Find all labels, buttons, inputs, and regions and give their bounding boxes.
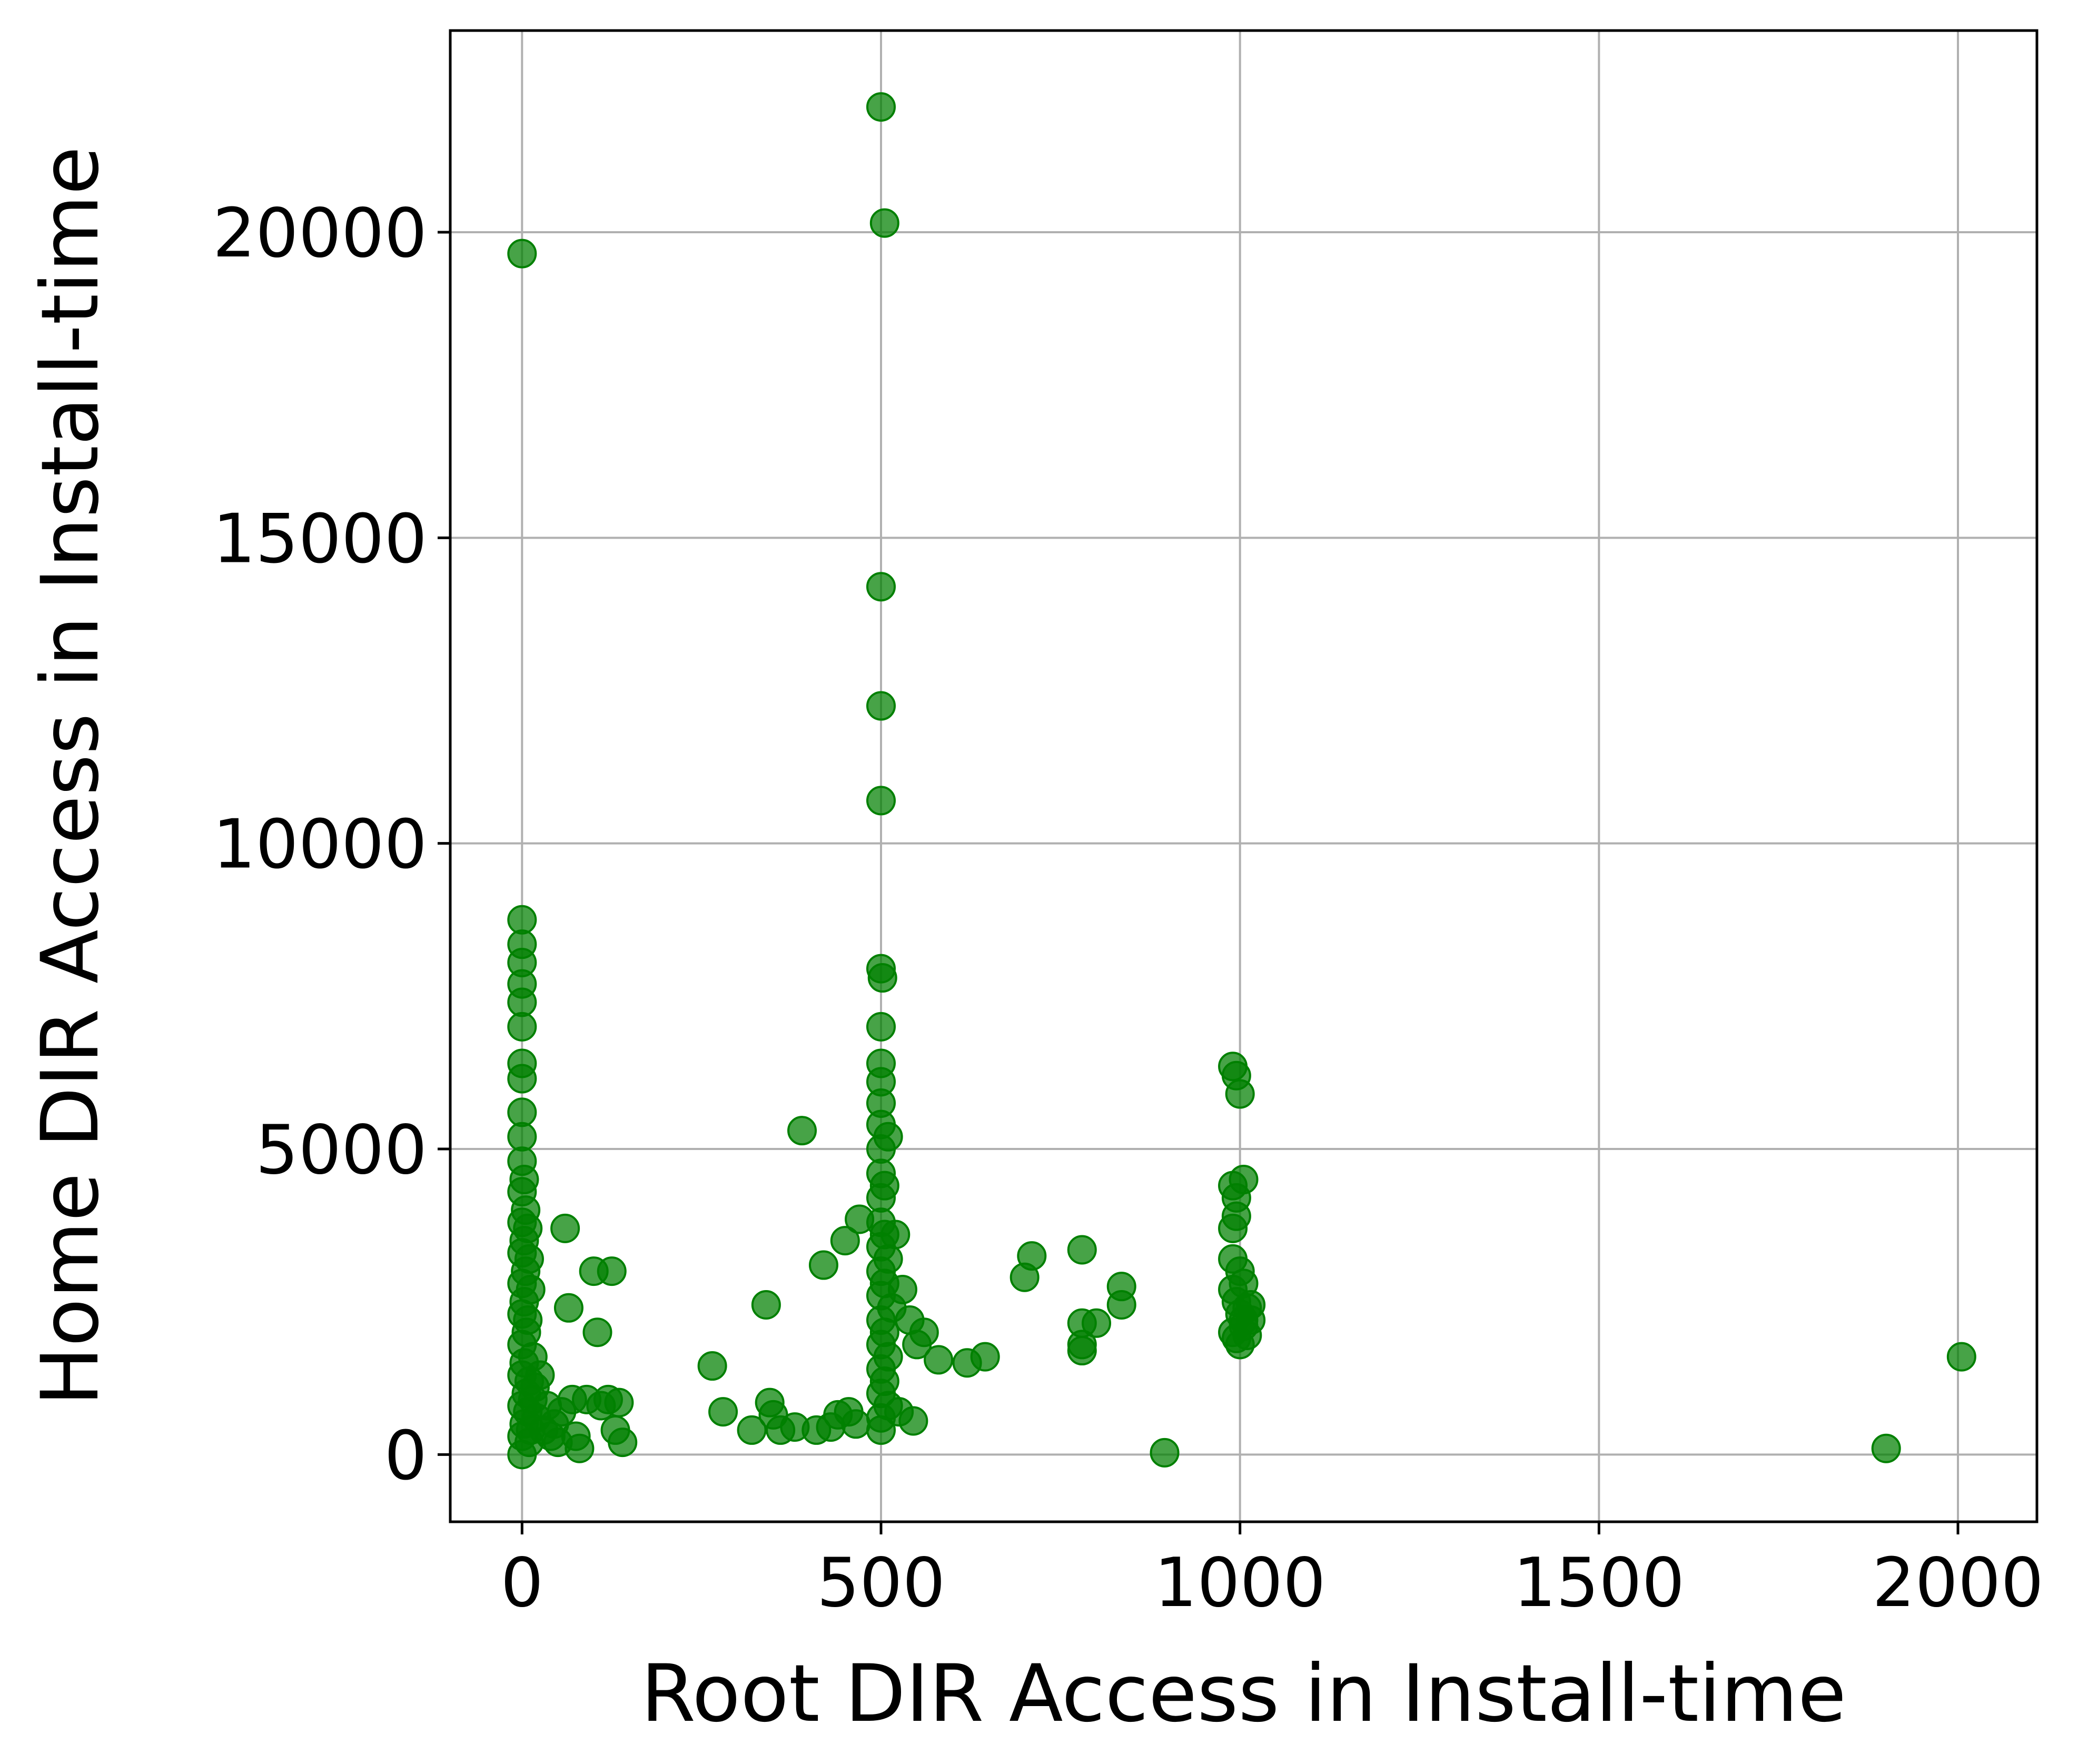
- scatter-point: [507, 905, 537, 935]
- scatter-point: [869, 1317, 899, 1347]
- scatter-point: [869, 208, 899, 238]
- scatter-point: [866, 572, 896, 602]
- scatter-point: [866, 92, 896, 122]
- scatter-point: [604, 1388, 634, 1418]
- scatter-point: [507, 1064, 537, 1094]
- scatter-point: [830, 1226, 860, 1256]
- scatter-point: [565, 1433, 595, 1463]
- y-tick-label: 0: [384, 1416, 427, 1495]
- y-tick-label: 5000: [255, 1111, 427, 1190]
- scatter-point: [507, 1122, 537, 1152]
- scatter-point: [869, 1366, 899, 1396]
- y-tick-label: 15000: [213, 500, 427, 578]
- scatter-point: [525, 1360, 555, 1390]
- scatter-point: [1082, 1308, 1112, 1338]
- scatter-point: [516, 1274, 546, 1304]
- scatter-point: [873, 1122, 903, 1152]
- scatter-point: [1150, 1438, 1180, 1468]
- x-tick-label: 2000: [1872, 1544, 2044, 1622]
- scatter-point: [507, 987, 537, 1017]
- x-tick-label: 1500: [1513, 1544, 1685, 1622]
- scatter-point: [697, 1351, 727, 1381]
- x-tick-label: 0: [501, 1544, 543, 1622]
- scatter-point: [513, 1305, 543, 1335]
- scatter-point: [887, 1274, 917, 1304]
- scatter-point: [866, 786, 896, 816]
- scatter-point: [550, 1213, 580, 1243]
- x-tick-label: 1000: [1154, 1544, 1326, 1622]
- scatter-point: [509, 1165, 539, 1195]
- scatter-point: [909, 1317, 939, 1347]
- plot-frame: [449, 29, 2038, 1523]
- scatter-point: [1225, 1079, 1255, 1109]
- x-tick-labels: 0 500 1000 1500 2000: [501, 1522, 2044, 1622]
- gridlines: [450, 31, 2037, 1522]
- scatter-point: [597, 1256, 627, 1286]
- scatter-point: [1871, 1433, 1901, 1463]
- scatter-point: [1946, 1342, 1976, 1372]
- scatter-point: [513, 1213, 543, 1243]
- scatter-point: [787, 1116, 817, 1146]
- x-axis-label: Root DIR Access in Install-time: [641, 1648, 1846, 1740]
- scatter-point: [553, 1293, 583, 1323]
- y-tick-label: 10000: [213, 806, 427, 884]
- scatter-point: [898, 1406, 928, 1436]
- scatter-point: [1106, 1290, 1136, 1320]
- x-tick-label: 500: [817, 1544, 945, 1622]
- y-tick-label: 20000: [213, 194, 427, 273]
- scatter-point: [873, 1342, 903, 1372]
- scatter-point: [514, 1244, 544, 1274]
- scatter-point: [1232, 1321, 1262, 1350]
- scatter-point: [1067, 1336, 1097, 1366]
- scatter-point: [873, 1244, 903, 1274]
- scatter-point: [841, 1409, 871, 1439]
- scatter-point: [866, 1012, 896, 1042]
- data-points: [507, 92, 1976, 1470]
- scatter-point: [924, 1345, 954, 1375]
- scatter-point: [867, 963, 897, 993]
- scatter-point: [751, 1290, 781, 1320]
- scatter-point: [808, 1250, 838, 1280]
- scatter-point: [507, 239, 537, 269]
- scatter-point: [1229, 1165, 1259, 1195]
- y-tick-labels: 0 5000 10000 15000 20000: [213, 194, 450, 1495]
- scatter-point: [866, 691, 896, 721]
- scatter-point: [507, 1012, 537, 1042]
- scatter-point: [970, 1342, 1000, 1372]
- scatter-point: [737, 1415, 767, 1445]
- scatter-point: [1067, 1235, 1097, 1265]
- scatter-point: [582, 1317, 612, 1347]
- y-axis-label: Home DIR Access in Install-time: [25, 146, 116, 1406]
- scatter-point: [507, 1097, 537, 1127]
- scatter-point: [1017, 1241, 1047, 1271]
- scatter-point: [869, 1171, 899, 1201]
- scatter-point: [708, 1397, 738, 1427]
- scatter-point: [608, 1428, 638, 1458]
- scatter-point: [880, 1220, 911, 1250]
- scatter-point: [1221, 1201, 1251, 1231]
